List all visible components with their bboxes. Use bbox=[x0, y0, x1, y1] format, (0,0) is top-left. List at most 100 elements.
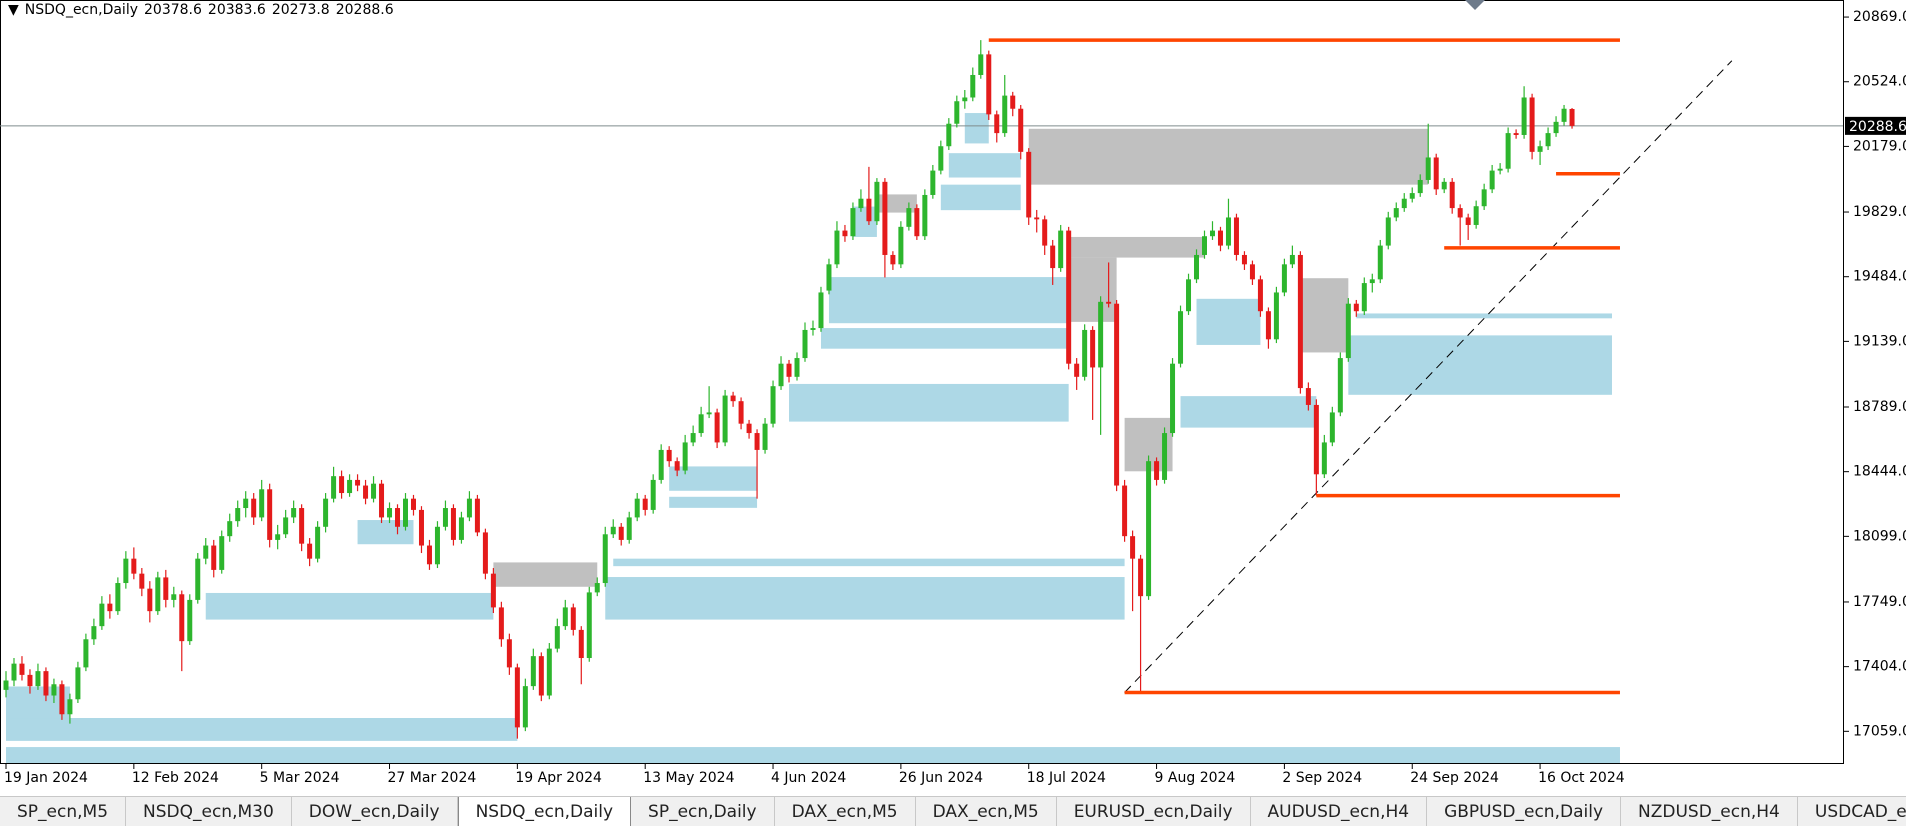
candle-body bbox=[387, 508, 393, 518]
candle-body bbox=[642, 498, 648, 510]
candle-body bbox=[1090, 329, 1096, 368]
chart-tab[interactable]: AUDUSD_ecn,H4 bbox=[1251, 797, 1428, 826]
candle-body bbox=[1257, 279, 1263, 312]
candle-body bbox=[1449, 181, 1455, 209]
candle-body bbox=[426, 545, 432, 565]
zone bbox=[6, 718, 518, 741]
chart-tab[interactable]: NSDQ_ecn,M30 bbox=[126, 797, 292, 826]
chart-tab[interactable]: DAX_ecn,M5 bbox=[775, 797, 916, 826]
candle-body bbox=[914, 208, 920, 237]
candle-body bbox=[227, 521, 233, 537]
candle-body bbox=[906, 208, 912, 227]
zone bbox=[613, 558, 1125, 567]
chart-tab[interactable]: EURUSD_ecn,Daily bbox=[1057, 797, 1251, 826]
candle-body bbox=[27, 674, 33, 687]
candle-body bbox=[986, 54, 992, 115]
candle-body bbox=[514, 667, 520, 728]
y-tick-label: 20179.0 bbox=[1853, 138, 1906, 154]
y-tick-label: 19139.0 bbox=[1853, 333, 1906, 349]
candle-body bbox=[650, 479, 656, 510]
x-tick-label: 5 Mar 2024 bbox=[260, 770, 340, 786]
candle-body bbox=[339, 476, 345, 494]
candle-body bbox=[442, 508, 448, 527]
candle-body bbox=[1361, 283, 1367, 312]
candle-body bbox=[1353, 303, 1359, 312]
chart-tab[interactable]: GBPUSD_ecn,Daily bbox=[1427, 797, 1622, 826]
y-tick-label: 18789.0 bbox=[1853, 399, 1906, 415]
candle-body bbox=[1473, 206, 1479, 225]
x-tick-label: 4 Jun 2024 bbox=[771, 770, 846, 786]
candle-body bbox=[634, 498, 640, 518]
candle-body bbox=[834, 230, 840, 265]
candle-body bbox=[155, 577, 161, 612]
candle-body bbox=[291, 508, 297, 518]
candle-body bbox=[219, 536, 225, 570]
chart-header: ▼ NSDQ_ecn,Daily 20378.6 20383.6 20273.8 2028… bbox=[8, 2, 400, 18]
chart-tab[interactable]: NZDUSD_ecn,H4 bbox=[1621, 797, 1798, 826]
candle-body bbox=[275, 534, 281, 540]
candle-body bbox=[690, 433, 696, 443]
candle-body bbox=[466, 498, 472, 518]
candle-body bbox=[858, 198, 864, 209]
y-tick-label: 17749.0 bbox=[1853, 594, 1906, 610]
candle-body bbox=[1186, 279, 1192, 312]
candle-body bbox=[1425, 157, 1431, 180]
plot-frame bbox=[0, 0, 1844, 764]
candle-body bbox=[1202, 236, 1207, 255]
candle-body bbox=[67, 699, 73, 715]
zone bbox=[6, 747, 1620, 763]
x-tick-label: 16 Oct 2024 bbox=[1538, 770, 1625, 786]
chart-tab[interactable]: SP_ecn,M5 bbox=[0, 797, 127, 826]
candle-body bbox=[1569, 108, 1575, 126]
candle-body bbox=[83, 639, 89, 668]
candle-body bbox=[1497, 168, 1503, 171]
candle-body bbox=[131, 558, 137, 574]
candle-body bbox=[458, 517, 464, 540]
candle-body bbox=[259, 489, 265, 518]
candle-body bbox=[1377, 245, 1383, 280]
zone bbox=[493, 562, 598, 587]
candle-body bbox=[562, 607, 568, 627]
candle-body bbox=[1305, 388, 1311, 405]
candle-body bbox=[770, 386, 776, 424]
candle-body bbox=[938, 146, 944, 171]
zone bbox=[964, 113, 989, 144]
chart-tab[interactable]: DAX_ecn,M5 bbox=[916, 797, 1057, 826]
y-tick-label: 17404.0 bbox=[1853, 659, 1906, 675]
candle-body bbox=[1162, 433, 1168, 480]
candle-body bbox=[1042, 219, 1048, 246]
chart-tab[interactable]: NSDQ_ecn,Daily bbox=[457, 797, 632, 826]
candle-body bbox=[746, 423, 752, 434]
open-value: 20378.6 bbox=[144, 2, 202, 18]
candle-body bbox=[43, 671, 49, 696]
candle-body bbox=[283, 517, 289, 535]
candle-body bbox=[1066, 230, 1072, 364]
candle-body bbox=[666, 449, 672, 462]
zone bbox=[1196, 298, 1261, 345]
chart-title: NSDQ_ecn,Daily bbox=[24, 2, 138, 18]
chart-tab[interactable]: USDCAD_ecn,H4 bbox=[1798, 797, 1906, 826]
candle-body bbox=[506, 639, 512, 668]
candle-body bbox=[267, 489, 273, 540]
candle-body bbox=[698, 414, 704, 434]
candle-body bbox=[722, 395, 728, 443]
candle-body bbox=[1553, 121, 1559, 134]
candle-body bbox=[946, 123, 952, 147]
zone bbox=[789, 383, 1069, 422]
candle-body bbox=[530, 656, 536, 687]
candle-body bbox=[1217, 230, 1223, 246]
low-value: 20273.8 bbox=[271, 2, 330, 18]
y-tick-label: 17059.0 bbox=[1853, 723, 1906, 739]
candle-body bbox=[1393, 208, 1399, 218]
candle-body bbox=[363, 485, 369, 499]
candle-body bbox=[1281, 264, 1287, 293]
chart-tab[interactable]: SP_ecn,Daily bbox=[631, 797, 775, 826]
chart-tab[interactable]: DOW_ecn,Daily bbox=[292, 797, 458, 826]
candle-body bbox=[1194, 254, 1200, 280]
candle-body bbox=[490, 573, 496, 608]
candle-body bbox=[1417, 179, 1423, 194]
candle-body bbox=[139, 573, 145, 589]
y-tick-label: 20869.0 bbox=[1853, 9, 1906, 25]
candle-body bbox=[371, 483, 377, 499]
candle-body bbox=[331, 476, 337, 499]
